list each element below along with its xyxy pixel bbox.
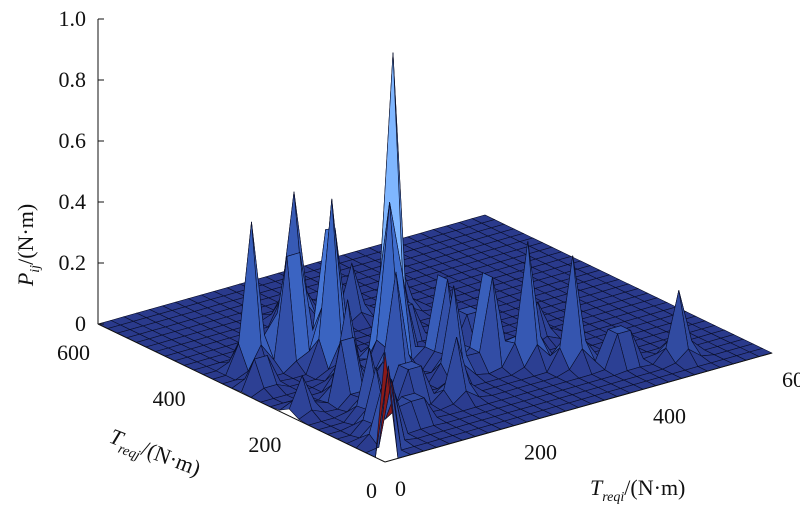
y-tick-label: 400 <box>153 386 186 411</box>
y-tick-label: 0 <box>366 478 377 503</box>
y-tick-label: 200 <box>248 432 281 457</box>
z-tick-label: 0 <box>75 311 86 336</box>
y-axis-line <box>97 323 386 463</box>
x-axis-label-sub: reqi <box>602 490 624 505</box>
x-tick-label: 400 <box>653 403 686 428</box>
x-axis-line <box>384 352 773 463</box>
x-axis-label: Treqi/(N·m) <box>590 475 685 505</box>
y-axis-label-unit: /(N·m) <box>138 436 204 481</box>
y-axis-ticks: 0 200 400 600 <box>57 323 386 503</box>
z-tick-label: 0.4 <box>59 189 87 214</box>
z-tick-label: 1.0 <box>59 6 87 31</box>
surface-cell <box>375 352 399 459</box>
x-axis-ticks: 0 200 400 600 <box>384 352 800 501</box>
z-tick-label: 0.2 <box>59 250 87 275</box>
x-tick-label: 200 <box>524 440 557 465</box>
y-axis-label: Treqj/(N·m) <box>104 423 204 485</box>
x-tick-label: 0 <box>395 476 406 501</box>
x-tick-label: 600 <box>782 367 800 392</box>
z-axis-label-symbol: P <box>13 273 38 287</box>
z-tick-label: 0.6 <box>59 128 87 153</box>
z-axis-label-unit: /(N·m) <box>13 204 38 265</box>
z-axis-label-sub: ij <box>28 265 43 273</box>
y-tick-label: 600 <box>57 340 90 365</box>
x-axis-label-symbol: T <box>590 475 604 500</box>
y-axis-label-sub: reqj <box>116 442 142 464</box>
z-axis-label: Pij/(N·m) <box>13 204 43 287</box>
z-axis-ticks: 0 0.2 0.4 0.6 0.8 1.0 <box>59 6 104 336</box>
z-tick-label: 0.8 <box>59 67 87 92</box>
x-axis-label-unit: /(N·m) <box>624 475 685 500</box>
surface-mesh <box>97 52 773 459</box>
